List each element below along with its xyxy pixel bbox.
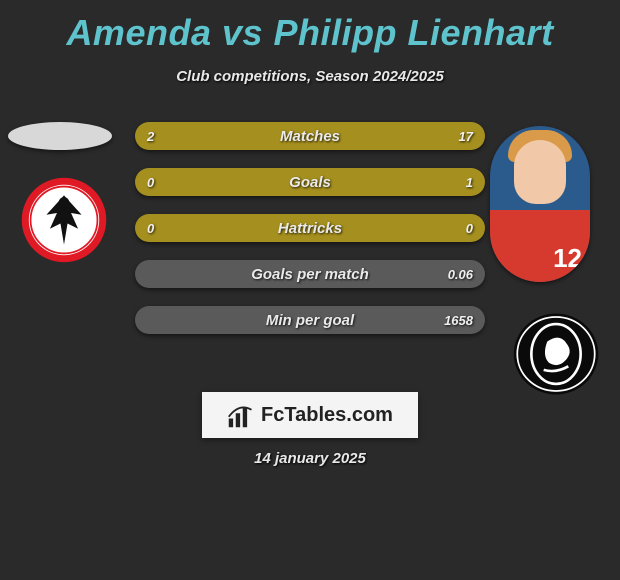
player2-face bbox=[514, 140, 566, 204]
stat-label: Matches bbox=[280, 128, 340, 145]
stat-left-value: 0 bbox=[147, 175, 154, 190]
stat-row: 2 Matches 17 bbox=[135, 122, 485, 150]
stat-label: Goals per match bbox=[251, 266, 369, 283]
player2-jersey-number: 12 bbox=[553, 243, 582, 274]
stat-left-value: 0 bbox=[147, 221, 154, 236]
stat-label: Min per goal bbox=[266, 312, 354, 329]
title-player1: Amenda bbox=[66, 12, 211, 53]
player1-avatar-placeholder bbox=[8, 122, 112, 150]
subtitle: Club competitions, Season 2024/2025 bbox=[0, 68, 620, 85]
stat-right-value: 0.06 bbox=[448, 267, 473, 282]
stats-list: 2 Matches 17 0 Goals 1 0 Hattricks 0 Goals per ma… bbox=[135, 122, 485, 352]
fctables-badge[interactable]: FcTables.com bbox=[202, 392, 418, 438]
stat-label: Goals bbox=[289, 174, 331, 191]
fctables-label: FcTables.com bbox=[261, 404, 393, 427]
stat-right-value: 17 bbox=[459, 129, 473, 144]
player2-avatar: 12 bbox=[490, 126, 590, 282]
stat-right-value: 0 bbox=[466, 221, 473, 236]
stat-row: Min per goal 1658 bbox=[135, 306, 485, 334]
stat-row: 0 Hattricks 0 bbox=[135, 214, 485, 242]
player1-club-crest bbox=[20, 176, 108, 264]
player2-club-crest bbox=[512, 310, 600, 398]
player2-jersey: 12 bbox=[490, 210, 590, 282]
page-title: Amenda vs Philipp Lienhart bbox=[0, 0, 620, 54]
stat-row: Goals per match 0.06 bbox=[135, 260, 485, 288]
stat-right-value: 1 bbox=[466, 175, 473, 190]
stat-left-value: 2 bbox=[147, 129, 154, 144]
date-label: 14 january 2025 bbox=[0, 450, 620, 467]
title-player2: Philipp Lienhart bbox=[274, 12, 554, 53]
stat-row: 0 Goals 1 bbox=[135, 168, 485, 196]
stat-label: Hattricks bbox=[278, 220, 342, 237]
title-vs: vs bbox=[222, 12, 263, 53]
chart-icon bbox=[227, 401, 255, 429]
stat-right-value: 1658 bbox=[444, 313, 473, 328]
